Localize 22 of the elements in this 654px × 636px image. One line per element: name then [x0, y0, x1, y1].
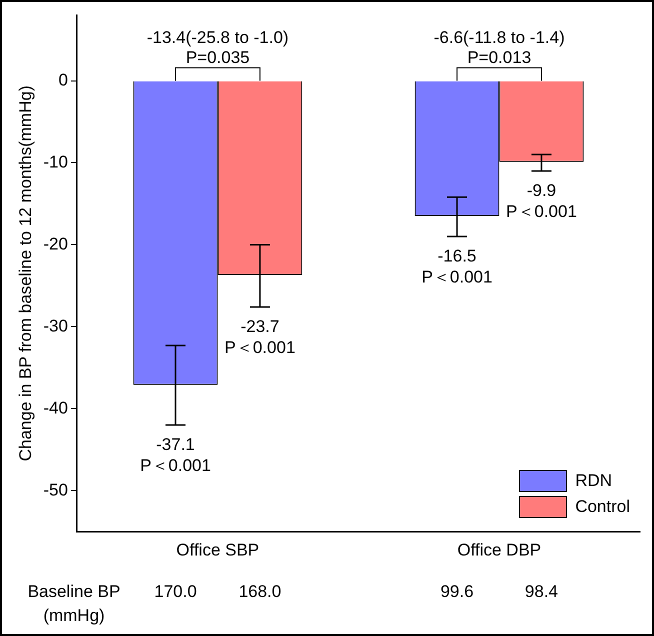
- y-tick-label: -10: [43, 152, 68, 172]
- data-label: -9.9 P＜0.001: [506, 181, 577, 222]
- x-tick-label: Office SBP: [176, 540, 260, 560]
- y-tick-label: -30: [43, 316, 68, 336]
- y-tick-label: -20: [43, 234, 68, 254]
- data-label: -23.7 P＜0.001: [224, 317, 296, 358]
- text: 98.4: [524, 582, 558, 601]
- y-tick-label: -40: [43, 398, 68, 418]
- data-label: -16.5 P＜0.001: [422, 246, 492, 287]
- y-tick-label: 0: [58, 70, 68, 90]
- data-label: -37.1 P＜0.001: [140, 435, 211, 476]
- legend-label: Control: [575, 496, 630, 517]
- text: 170.0: [154, 582, 197, 601]
- text: Baseline BP (mmHg): [28, 582, 120, 625]
- legend-label: RDN: [575, 470, 612, 491]
- text: 168.0: [238, 582, 282, 601]
- y-tick-label: -50: [43, 480, 68, 500]
- text: 99.6: [440, 582, 474, 601]
- x-tick-label: Office DBP: [457, 540, 542, 560]
- y-axis-title: Change in BP from baseline to 12 months(mmHg): [16, 86, 35, 462]
- annotation: -13.4(-25.8 to -1.0) P=0.035: [146, 28, 289, 67]
- annotation: -6.6(-11.8 to -1.4) P=0.013: [434, 28, 565, 67]
